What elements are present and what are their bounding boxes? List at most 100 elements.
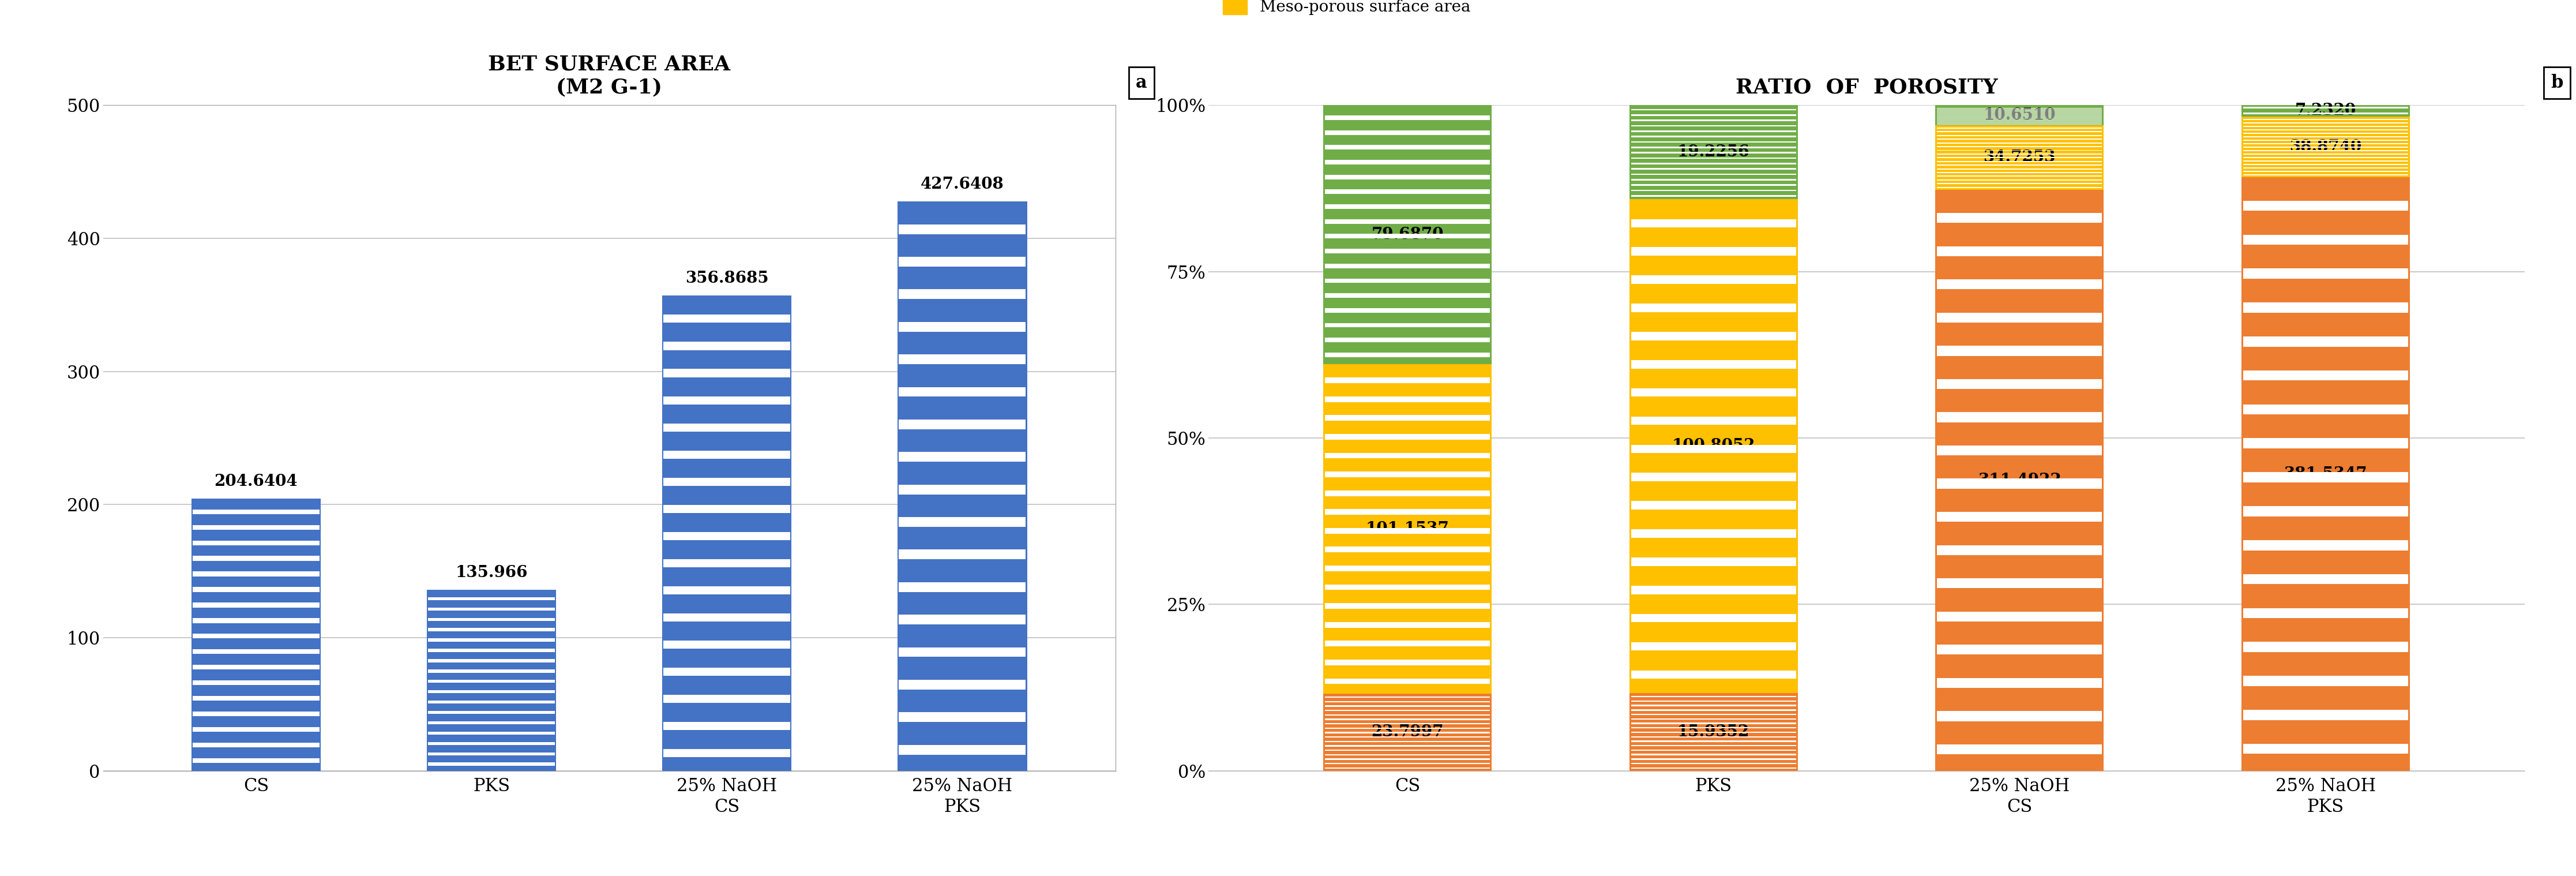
Bar [1631, 173, 1795, 175]
Bar [2244, 336, 2409, 347]
Bar [1324, 696, 1489, 698]
Bar [896, 201, 1028, 771]
Bar [899, 549, 1025, 560]
Bar [899, 224, 1025, 234]
Bar [193, 603, 319, 607]
Bar [2244, 171, 2409, 172]
Bar [2241, 117, 2409, 177]
Text: 23.7997: 23.7997 [1370, 724, 1443, 740]
Bar [428, 669, 554, 673]
Bar [1631, 445, 1795, 453]
Bar [1324, 338, 1489, 343]
Bar [665, 559, 791, 568]
Bar [1324, 714, 1489, 716]
Bar [662, 296, 791, 771]
Bar [428, 690, 554, 693]
Bar [428, 731, 554, 735]
Bar [1937, 131, 2102, 132]
Bar [1324, 694, 1492, 771]
Bar [1324, 763, 1489, 764]
Bar [1324, 308, 1489, 313]
Bar [1324, 728, 1489, 729]
Bar [193, 711, 319, 717]
Bar [1324, 396, 1489, 402]
Bar [1324, 509, 1489, 515]
Bar [665, 450, 791, 459]
Bar [1935, 105, 2105, 125]
Bar [1631, 168, 1795, 170]
Bar [1631, 750, 1795, 751]
Bar [2244, 123, 2409, 124]
Bar [1324, 323, 1489, 328]
Bar [1324, 723, 1489, 724]
Bar [193, 696, 319, 701]
Bar [899, 745, 1025, 754]
Title: BET SURFACE AREA
(M2 G-1): BET SURFACE AREA (M2 G-1) [487, 55, 732, 97]
Bar [1937, 446, 2102, 456]
Bar [1324, 701, 1489, 703]
Bar [1631, 754, 1795, 755]
Bar [1937, 346, 2102, 356]
Bar [191, 498, 322, 771]
Bar [1937, 172, 2102, 173]
Bar [1631, 416, 1795, 425]
Bar [1324, 415, 1489, 420]
Bar [1937, 478, 2102, 489]
Bar [2244, 136, 2409, 138]
Bar [1937, 313, 2102, 322]
Bar [1937, 150, 2102, 151]
Bar [2244, 167, 2409, 168]
Bar [665, 722, 791, 731]
Bar [2244, 506, 2409, 516]
Text: 10.6510: 10.6510 [1984, 107, 2056, 123]
Bar [1324, 364, 1492, 694]
Bar [1631, 136, 1795, 138]
Bar [1324, 678, 1489, 684]
Bar [1937, 187, 2102, 188]
Bar [1628, 693, 1798, 771]
Text: 100.8052: 100.8052 [1672, 438, 1754, 454]
Bar [2244, 150, 2409, 151]
Bar [1324, 741, 1489, 742]
Bar [665, 749, 791, 758]
Bar [428, 711, 554, 714]
Bar [1937, 379, 2102, 389]
Bar [2244, 405, 2409, 414]
Bar [1324, 293, 1489, 298]
Bar [1324, 234, 1489, 238]
Bar [1631, 388, 1795, 397]
Bar [1631, 736, 1795, 738]
Bar [2244, 143, 2409, 144]
Bar [1324, 145, 1489, 150]
Bar [1631, 718, 1795, 719]
Bar [1631, 745, 1795, 746]
Text: b: b [2550, 74, 2563, 92]
Bar [2244, 201, 2409, 211]
Bar [1631, 195, 1795, 196]
Bar [1324, 249, 1489, 253]
Bar [1631, 723, 1795, 724]
Text: 135.966: 135.966 [456, 565, 528, 581]
Bar [1324, 732, 1489, 733]
Bar [665, 477, 791, 486]
Bar [1631, 304, 1795, 312]
Bar [428, 628, 554, 632]
Bar [1324, 116, 1489, 120]
Bar [1324, 453, 1489, 458]
Bar [1324, 710, 1489, 711]
Bar [193, 509, 319, 514]
Bar [1628, 199, 1798, 693]
Bar [2244, 129, 2409, 131]
Bar [1631, 731, 1795, 733]
Bar [2244, 472, 2409, 483]
Bar [899, 583, 1025, 592]
Bar [1631, 109, 1795, 110]
Bar [1324, 604, 1489, 609]
Bar [2244, 146, 2409, 147]
Bar [1937, 745, 2102, 754]
Bar [2244, 642, 2409, 652]
Bar [1937, 645, 2102, 654]
Bar [1631, 701, 1795, 702]
Bar [1324, 471, 1489, 477]
Bar [2241, 177, 2409, 771]
